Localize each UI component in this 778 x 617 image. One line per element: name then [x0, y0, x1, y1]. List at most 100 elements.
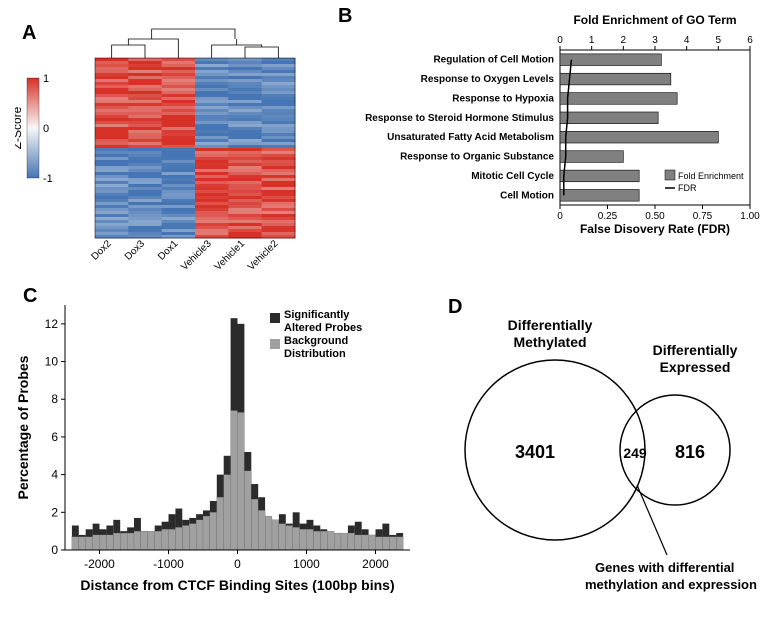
svg-text:1.00: 1.00 — [740, 211, 760, 222]
heatmap-col-label: Vehicle3 — [179, 238, 214, 273]
legend-sig: Significantly — [284, 309, 350, 321]
svg-text:Altered Probes: Altered Probes — [284, 322, 362, 334]
svg-text:1000: 1000 — [293, 557, 320, 571]
legend-line: FDR — [678, 183, 697, 193]
svg-text:0.75: 0.75 — [693, 211, 713, 222]
hist-bar-bg — [196, 520, 203, 550]
go-term-label: Response to Hypoxia — [452, 93, 554, 104]
go-bar — [560, 112, 658, 124]
colorbar-tick: 0 — [43, 123, 49, 135]
legend-bar: Fold Enrichment — [678, 171, 744, 181]
heatmap-col-label: Dox3 — [123, 238, 148, 263]
heatmap-panel: 1 0 -1 Z-Score Dox2 Dox3 Dox1Vehicle3Vehicle1V… — [15, 18, 325, 288]
svg-text:3: 3 — [652, 35, 658, 46]
bottom-axis-label: False Disovery Rate (FDR) — [580, 222, 730, 236]
hist-bar-bg — [162, 529, 169, 550]
go-term-label: Response to Steroid Hormone Stimulus — [365, 113, 554, 124]
svg-text:-2000: -2000 — [84, 557, 115, 571]
go-bar — [560, 131, 718, 143]
go-term-label: Unsaturated Fatty Acid Metabolism — [387, 132, 554, 143]
go-enrichment-chart: Fold Enrichment of GO Term012345600.250.… — [355, 10, 765, 240]
venn-left-value: 3401 — [515, 442, 555, 462]
hist-bar-bg — [348, 533, 355, 550]
hist-bar-bg — [238, 412, 245, 550]
hist-bar-bg — [286, 526, 293, 551]
hist-bar-bg — [279, 524, 286, 550]
hist-bar-bg — [134, 531, 141, 550]
hist-bar-bg — [217, 497, 224, 550]
ctcf-histogram: 024681012-2000-1000010002000Percentage o… — [10, 290, 435, 610]
svg-text:0: 0 — [557, 35, 563, 46]
hist-bar-bg — [320, 531, 327, 550]
heatmap-col-label: Dox2 — [89, 238, 114, 263]
heatmap-col-label: Vehicle1 — [213, 238, 248, 273]
hist-bar-bg — [327, 531, 334, 550]
hist-y-label: Percentage of Probes — [15, 355, 31, 499]
top-axis-label: Fold Enrichment of GO Term — [573, 13, 736, 27]
hist-bar-bg — [155, 531, 162, 550]
hist-bar-bg — [313, 531, 320, 550]
svg-text:2: 2 — [51, 505, 58, 519]
svg-text:10: 10 — [45, 355, 59, 369]
svg-text:Expressed: Expressed — [660, 359, 731, 375]
hist-bar-bg — [396, 537, 403, 550]
venn-diagram: DifferentiallyMethylatedDifferentiallyEx… — [445, 300, 765, 610]
go-term-label: Response to Organic Substance — [400, 152, 554, 163]
colorbar-tick: -1 — [43, 173, 53, 185]
svg-text:Distribution: Distribution — [284, 348, 346, 360]
hist-bar-bg — [72, 537, 79, 550]
go-term-label: Response to Oxygen Levels — [421, 74, 555, 85]
venn-left-label: Differentially — [508, 317, 593, 333]
hist-bar-bg — [141, 531, 148, 550]
panel-label-b: B — [338, 5, 352, 28]
hist-bar-bg — [127, 533, 134, 550]
go-term-label: Cell Motion — [500, 190, 554, 201]
hist-bar-bg — [389, 537, 396, 550]
hist-bar-bg — [382, 537, 389, 550]
go-bar — [560, 170, 639, 182]
hist-bar-bg — [106, 535, 113, 550]
hist-bar-bg — [355, 535, 362, 550]
hist-bar-bg — [300, 529, 307, 550]
svg-text:8: 8 — [51, 392, 58, 406]
legend-bg: Background — [284, 335, 348, 347]
hist-bar-bg — [120, 533, 127, 550]
hist-bar-bg — [175, 527, 182, 550]
svg-text:2: 2 — [621, 35, 627, 46]
hist-bar-bg — [376, 537, 383, 550]
go-bar — [560, 93, 677, 105]
svg-text:Methylated: Methylated — [513, 334, 586, 350]
go-bar — [560, 190, 639, 202]
hist-bar-bg — [272, 520, 279, 550]
svg-text:0: 0 — [557, 211, 563, 222]
svg-text:1: 1 — [589, 35, 595, 46]
hist-bar-bg — [251, 499, 258, 550]
go-bar — [560, 54, 661, 66]
colorbar-label: Z-Score — [15, 106, 24, 149]
go-term-label: Regulation of Cell Motion — [433, 55, 554, 66]
hist-bar-bg — [182, 526, 189, 551]
hist-bar-bg — [293, 527, 300, 550]
svg-text:0: 0 — [51, 543, 58, 557]
hist-bar-bg — [258, 510, 265, 550]
hist-bar-bg — [113, 533, 120, 550]
svg-text:0.25: 0.25 — [598, 211, 618, 222]
svg-text:methylation and expression: methylation and expression — [585, 577, 757, 592]
venn-right-label: Differentially — [653, 342, 738, 358]
svg-text:0.50: 0.50 — [645, 211, 665, 222]
svg-text:4: 4 — [684, 35, 690, 46]
hist-bar-bg — [231, 411, 238, 550]
hist-bar-bg — [341, 533, 348, 550]
hist-bar-bg — [369, 535, 376, 550]
hist-bar-bg — [265, 516, 272, 550]
svg-text:2000: 2000 — [362, 557, 389, 571]
colorbar-tick: 1 — [43, 73, 49, 85]
hist-bar-bg — [244, 471, 251, 550]
hist-bar-bg — [148, 531, 155, 550]
hist-bar-bg — [210, 512, 217, 550]
hist-bar-bg — [86, 537, 93, 550]
hist-bar-bg — [100, 535, 107, 550]
heatmap-col-label: Dox1 — [156, 238, 181, 263]
svg-text:4: 4 — [51, 468, 58, 482]
heatmap-col-label: Vehicle2 — [246, 238, 281, 273]
